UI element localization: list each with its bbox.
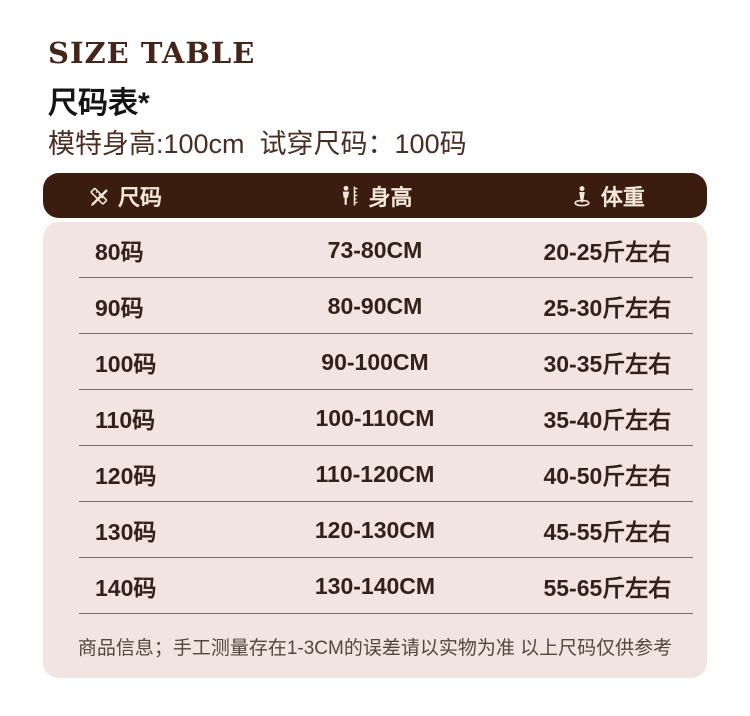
size-cell: 120码 bbox=[95, 463, 157, 489]
size-table-body: 80码 73-80CM 20-25斤左右 90码 80-90CM 25-30斤左… bbox=[43, 222, 707, 678]
height-cell: 73-80CM bbox=[327, 236, 423, 263]
table-row: 120码 110-120CM 40-50斤左右 bbox=[43, 446, 707, 502]
table-body-rows: 80码 73-80CM 20-25斤左右 90码 80-90CM 25-30斤左… bbox=[43, 222, 707, 614]
weight-cell: 20-25斤左右 bbox=[543, 239, 672, 265]
column-header-height: 身高 bbox=[242, 180, 508, 212]
height-measure-icon bbox=[337, 184, 361, 208]
weight-cell: 30-35斤左右 bbox=[543, 351, 672, 377]
weight-scale-icon bbox=[570, 184, 594, 208]
table-row: 130码 120-130CM 45-55斤左右 bbox=[43, 502, 707, 558]
column-header-weight: 体重 bbox=[508, 180, 707, 212]
height-cell: 90-100CM bbox=[321, 348, 429, 375]
weight-cell: 55-65斤左右 bbox=[543, 575, 672, 601]
column-header-size-label: 尺码 bbox=[118, 184, 163, 210]
disclaimer-note: 商品信息；手工测量存在1-3CM的误差请以实物为准 以上尺码仅供参考 bbox=[77, 637, 673, 659]
size-cell: 80码 bbox=[95, 239, 144, 265]
model-info-line: 模特身高:100cm 试穿尺码：100码 bbox=[48, 129, 467, 159]
height-cell: 100-110CM bbox=[315, 404, 435, 431]
table-row: 110码 100-110CM 35-40斤左右 bbox=[43, 390, 707, 446]
table-row: 140码 130-140CM 55-65斤左右 bbox=[43, 558, 707, 614]
size-cell: 90码 bbox=[95, 295, 144, 321]
table-row: 100码 90-100CM 30-35斤左右 bbox=[43, 334, 707, 390]
height-cell: 120-130CM bbox=[314, 516, 436, 543]
table-row: 90码 80-90CM 25-30斤左右 bbox=[43, 278, 707, 334]
size-cell: 140码 bbox=[95, 575, 157, 601]
height-cell: 110-120CM bbox=[315, 460, 435, 487]
table-row: 80码 73-80CM 20-25斤左右 bbox=[43, 222, 707, 278]
height-cell: 80-90CM bbox=[327, 292, 423, 319]
size-cell: 100码 bbox=[95, 351, 157, 377]
height-cell: 130-140CM bbox=[314, 572, 436, 599]
weight-cell: 45-55斤左右 bbox=[543, 519, 672, 545]
weight-cell: 25-30斤左右 bbox=[543, 295, 672, 321]
weight-cell: 40-50斤左右 bbox=[543, 463, 672, 489]
page-title-chinese: 尺码表* bbox=[48, 87, 150, 120]
page-title-english: SIZE TABLE bbox=[48, 36, 256, 70]
weight-cell: 35-40斤左右 bbox=[543, 407, 672, 433]
column-header-size: 尺码 bbox=[43, 180, 242, 212]
column-header-weight-label: 体重 bbox=[600, 184, 645, 210]
size-table-header: 尺码 身高 体重 bbox=[43, 173, 707, 218]
pencil-ruler-icon bbox=[87, 184, 111, 208]
size-cell: 110码 bbox=[95, 407, 156, 433]
column-header-height-label: 身高 bbox=[368, 184, 413, 210]
size-cell: 130码 bbox=[95, 519, 157, 545]
